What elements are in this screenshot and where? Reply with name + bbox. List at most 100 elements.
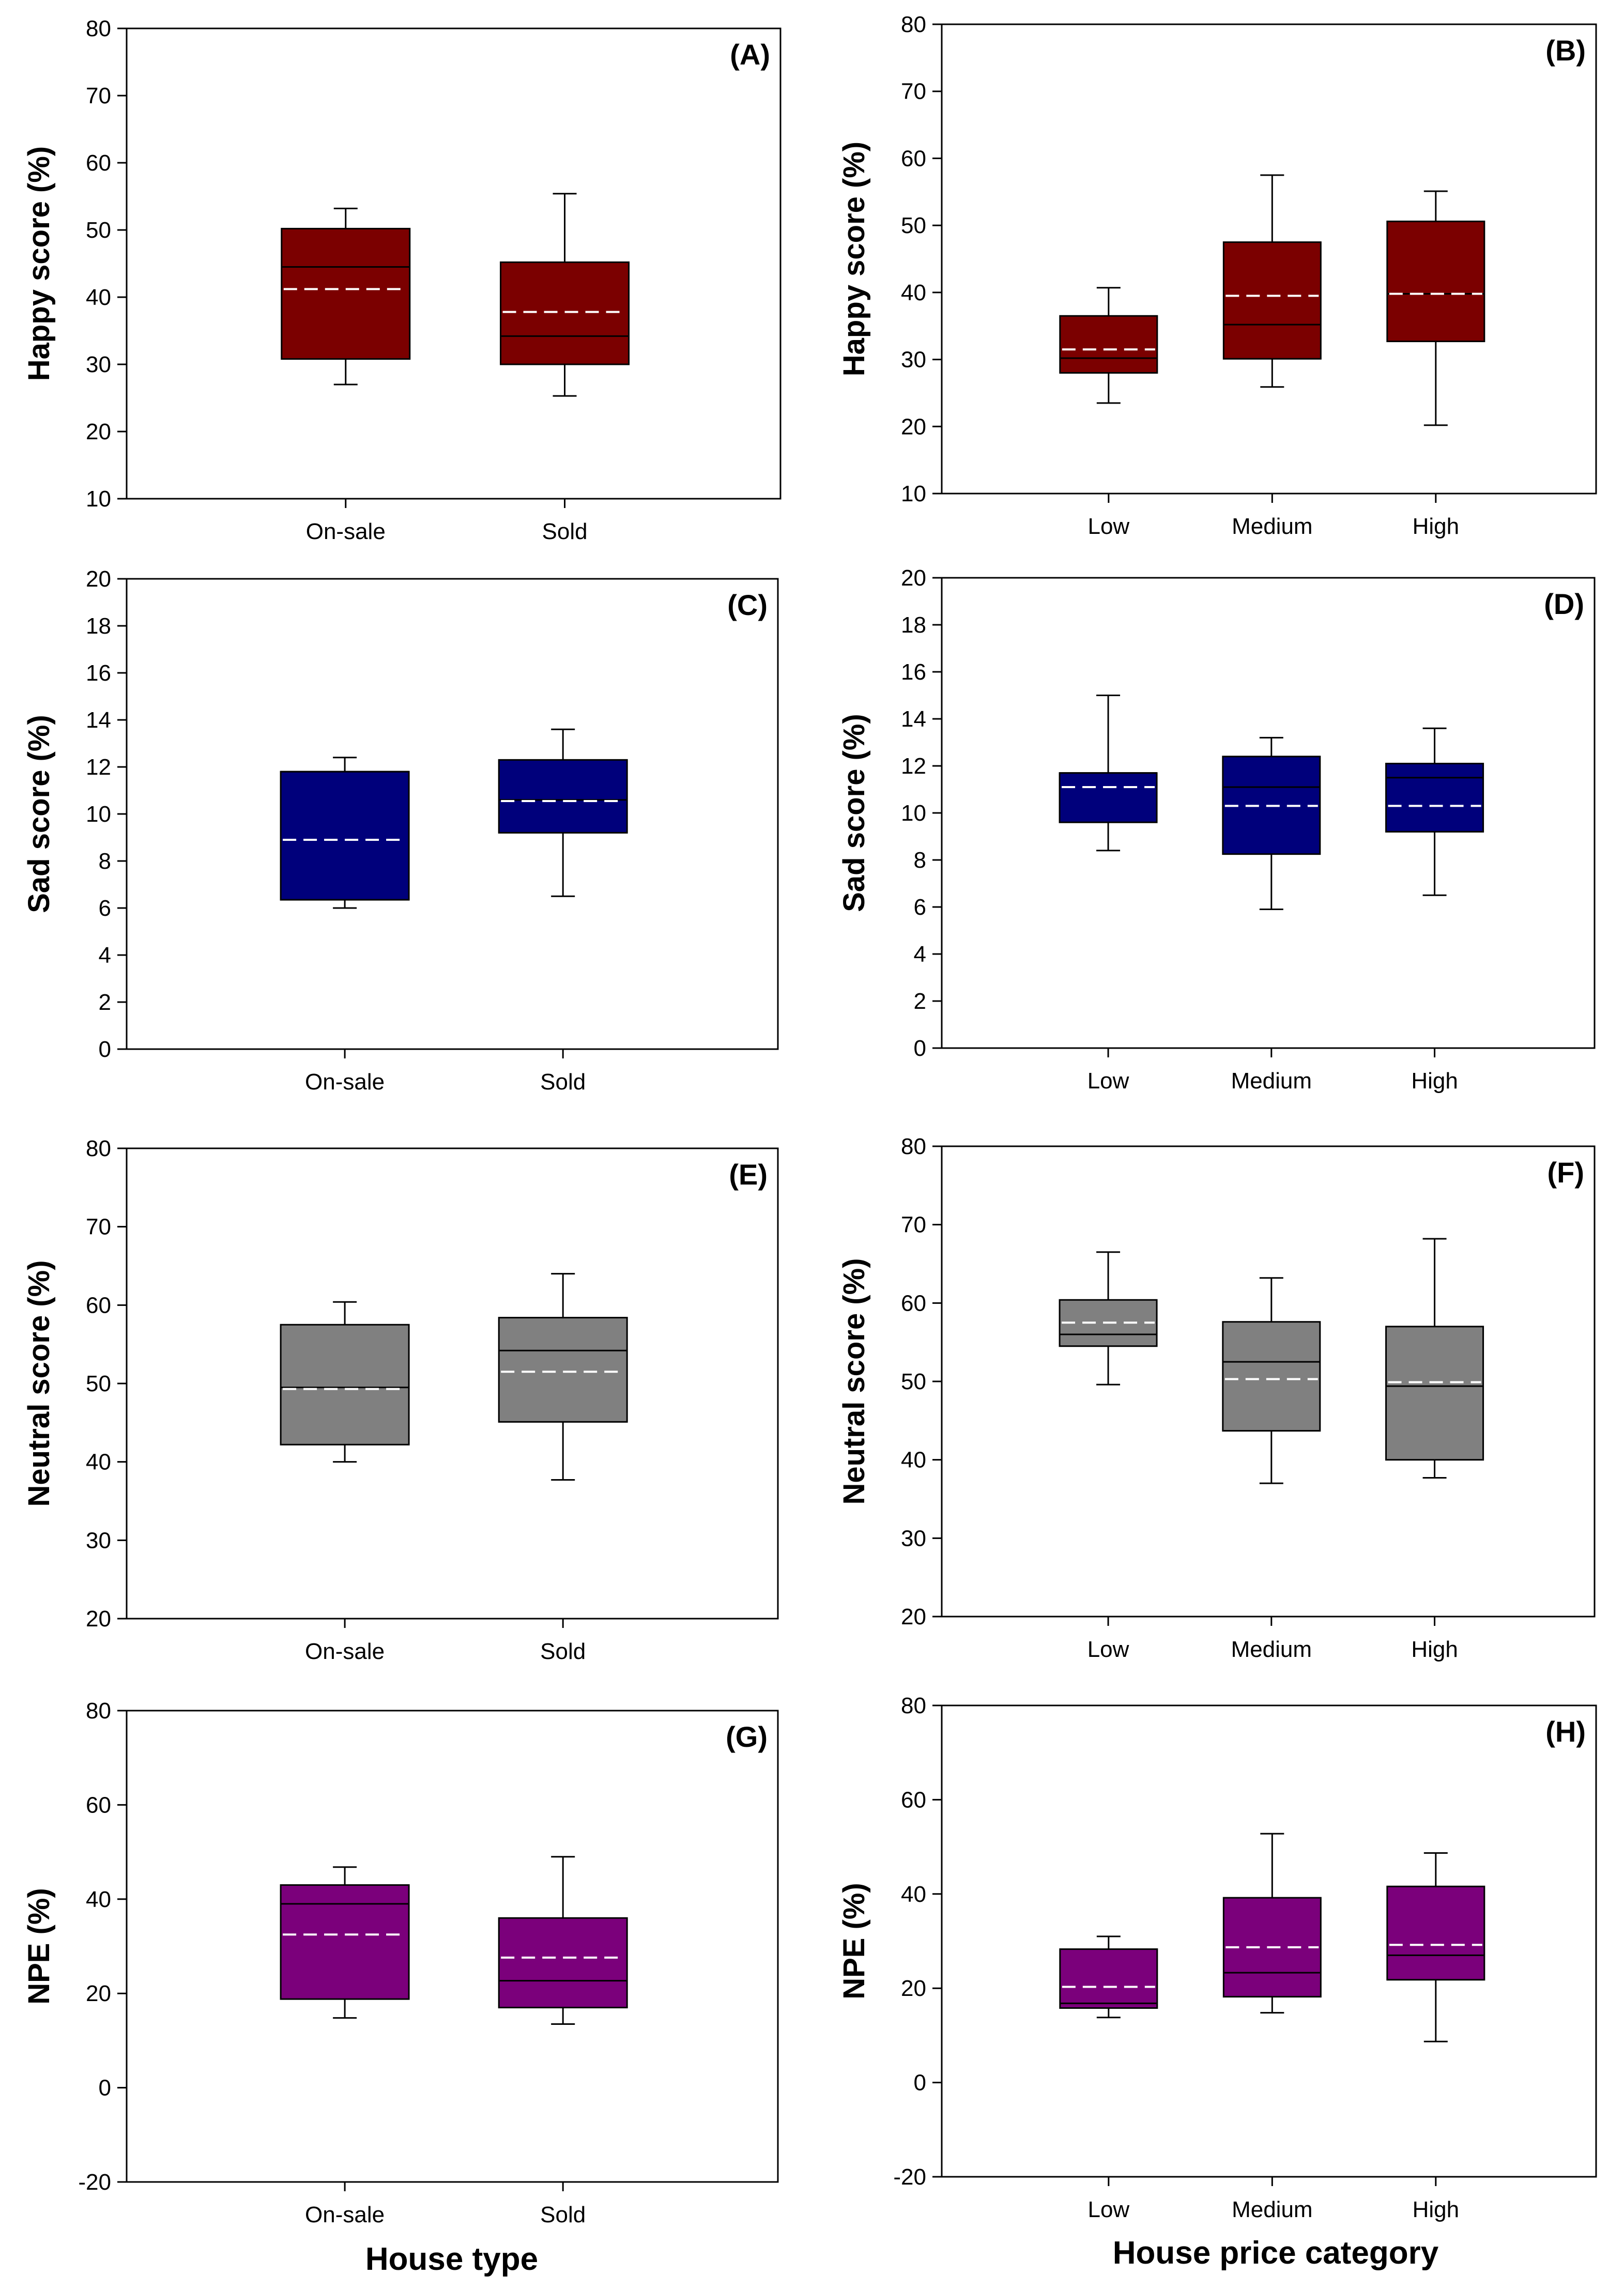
y-tick-label: 18 [901, 612, 926, 638]
box-medium: Medium [1222, 174, 1322, 539]
iqr-box [1385, 1326, 1484, 1461]
y-tick-label: 40 [86, 1450, 111, 1475]
y-tick-label: 16 [901, 659, 926, 685]
iqr-box [498, 1317, 628, 1423]
panel-h: -20 0 20 40 60 80 NPE (%) (H) Low Medium High [837, 1693, 1597, 2222]
iqr-box [500, 261, 630, 365]
box-sold: Sold [500, 193, 630, 544]
y-tick-label: 10 [86, 486, 111, 512]
y-tick-label: 60 [901, 146, 926, 171]
panel-tag: (H) [1545, 1715, 1586, 1748]
y-tick-label: 80 [86, 1136, 111, 1161]
y-tick-label: 12 [86, 755, 111, 780]
y-tick-label: 50 [86, 218, 111, 243]
y-axis-title: Neutral score (%) [22, 1260, 56, 1506]
iqr-box [280, 1324, 410, 1446]
y-tick-label: 60 [86, 1792, 111, 1818]
y-axis-title: Happy score (%) [22, 146, 56, 381]
panel-tag: (A) [730, 38, 770, 71]
x-tick-label: High [1411, 1637, 1458, 1662]
y-tick-label: 0 [914, 1036, 926, 1061]
box-on-sale: On-sale [281, 207, 411, 544]
y-tick-label: 0 [99, 1037, 111, 1062]
panel-d: 0 2 4 6 8 10 12 14 16 18 20 Sad score (%) (D) Low Medi… [837, 565, 1596, 1094]
plot-frame [126, 578, 779, 1050]
y-tick-label: 30 [901, 1526, 926, 1551]
box-low: Low [1059, 1935, 1158, 2222]
box-sold: Sold [498, 1856, 628, 2227]
x-tick-label: Low [1087, 514, 1129, 539]
x-tick-label: On-sale [305, 2202, 385, 2227]
plot-frame [126, 1147, 779, 1620]
iqr-box [1386, 1885, 1485, 1981]
panel-tag: (F) [1547, 1156, 1584, 1189]
box-low: Low [1059, 695, 1158, 1094]
y-tick-label: 20 [86, 419, 111, 444]
iqr-box [1059, 1948, 1158, 2009]
y-axis-title: NPE (%) [837, 1883, 871, 2000]
iqr-box [498, 759, 628, 834]
iqr-box [1385, 762, 1484, 833]
y-tick-label: 20 [901, 1976, 926, 2001]
box-sold: Sold [498, 728, 628, 1095]
box-medium: Medium [1222, 736, 1321, 1094]
x-tick-label: On-sale [306, 519, 386, 544]
panel-c: 0 2 4 6 8 10 12 14 16 18 20 Sad score (%) (C) On-sale… [22, 566, 779, 1095]
box-high: High [1385, 727, 1484, 1094]
y-tick-label: 14 [901, 706, 926, 732]
y-tick-label: 40 [901, 1448, 926, 1473]
x-tick-label: High [1413, 514, 1460, 539]
y-axis-title: Neutral score (%) [837, 1258, 871, 1504]
box-medium: Medium [1222, 1277, 1321, 1662]
y-tick-label: 60 [86, 150, 111, 176]
y-axis-title: Happy score (%) [837, 142, 871, 376]
y-tick-label: 8 [99, 849, 111, 874]
x-tick-label: Low [1087, 2197, 1129, 2222]
y-tick-label: 50 [86, 1371, 111, 1396]
x-tick-label: Sold [542, 519, 588, 544]
y-tick-label: 2 [99, 990, 111, 1015]
y-tick-label: 20 [901, 1604, 926, 1629]
x-tick-label: Medium [1231, 1068, 1312, 1094]
x-axis-title-house-price-category: House price category [1113, 2235, 1439, 2271]
y-tick-label: 6 [914, 895, 926, 920]
x-tick-label: On-sale [305, 1639, 385, 1664]
y-tick-label: 10 [86, 802, 111, 827]
panel-tag: (G) [726, 1720, 768, 1753]
box-low: Low [1059, 1251, 1158, 1662]
iqr-box [280, 1884, 410, 2000]
x-tick-label: Sold [540, 1639, 586, 1664]
box-on-sale: On-sale [280, 1866, 410, 2227]
box-medium: Medium [1222, 1833, 1322, 2222]
y-tick-label: 70 [901, 79, 926, 104]
x-axis-title-house-type: House type [365, 2241, 538, 2277]
y-tick-label: 20 [901, 565, 926, 591]
plot-frame [941, 23, 1597, 495]
y-tick-label: 4 [99, 943, 111, 968]
y-tick-label: 40 [901, 1882, 926, 1907]
y-tick-label: 60 [901, 1290, 926, 1316]
iqr-box [281, 227, 411, 360]
y-tick-label: 80 [86, 1698, 111, 1724]
y-tick-label: -20 [893, 2164, 926, 2190]
y-tick-label: 50 [901, 1369, 926, 1394]
y-tick-label: 20 [86, 1606, 111, 1632]
y-tick-label: 20 [901, 414, 926, 439]
x-tick-label: High [1411, 1068, 1458, 1094]
iqr-box [498, 1917, 628, 2009]
x-tick-label: Low [1087, 1068, 1129, 1094]
y-tick-label: 40 [901, 280, 926, 305]
box-sold: Sold [498, 1273, 628, 1664]
y-tick-label: 0 [99, 2075, 111, 2101]
plot-frame [126, 27, 782, 500]
plot-frame [941, 1704, 1597, 2178]
iqr-box [1059, 315, 1158, 374]
y-tick-label: 6 [99, 896, 111, 921]
y-tick-label: 2 [914, 989, 926, 1014]
panel-tag: (E) [729, 1158, 768, 1191]
panel-tag: (C) [727, 589, 768, 621]
box-low: Low [1059, 287, 1158, 539]
y-tick-label: 40 [86, 1887, 111, 1912]
y-tick-label: 40 [86, 285, 111, 310]
